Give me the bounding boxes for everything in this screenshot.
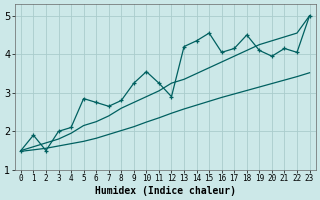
X-axis label: Humidex (Indice chaleur): Humidex (Indice chaleur) xyxy=(95,186,236,196)
